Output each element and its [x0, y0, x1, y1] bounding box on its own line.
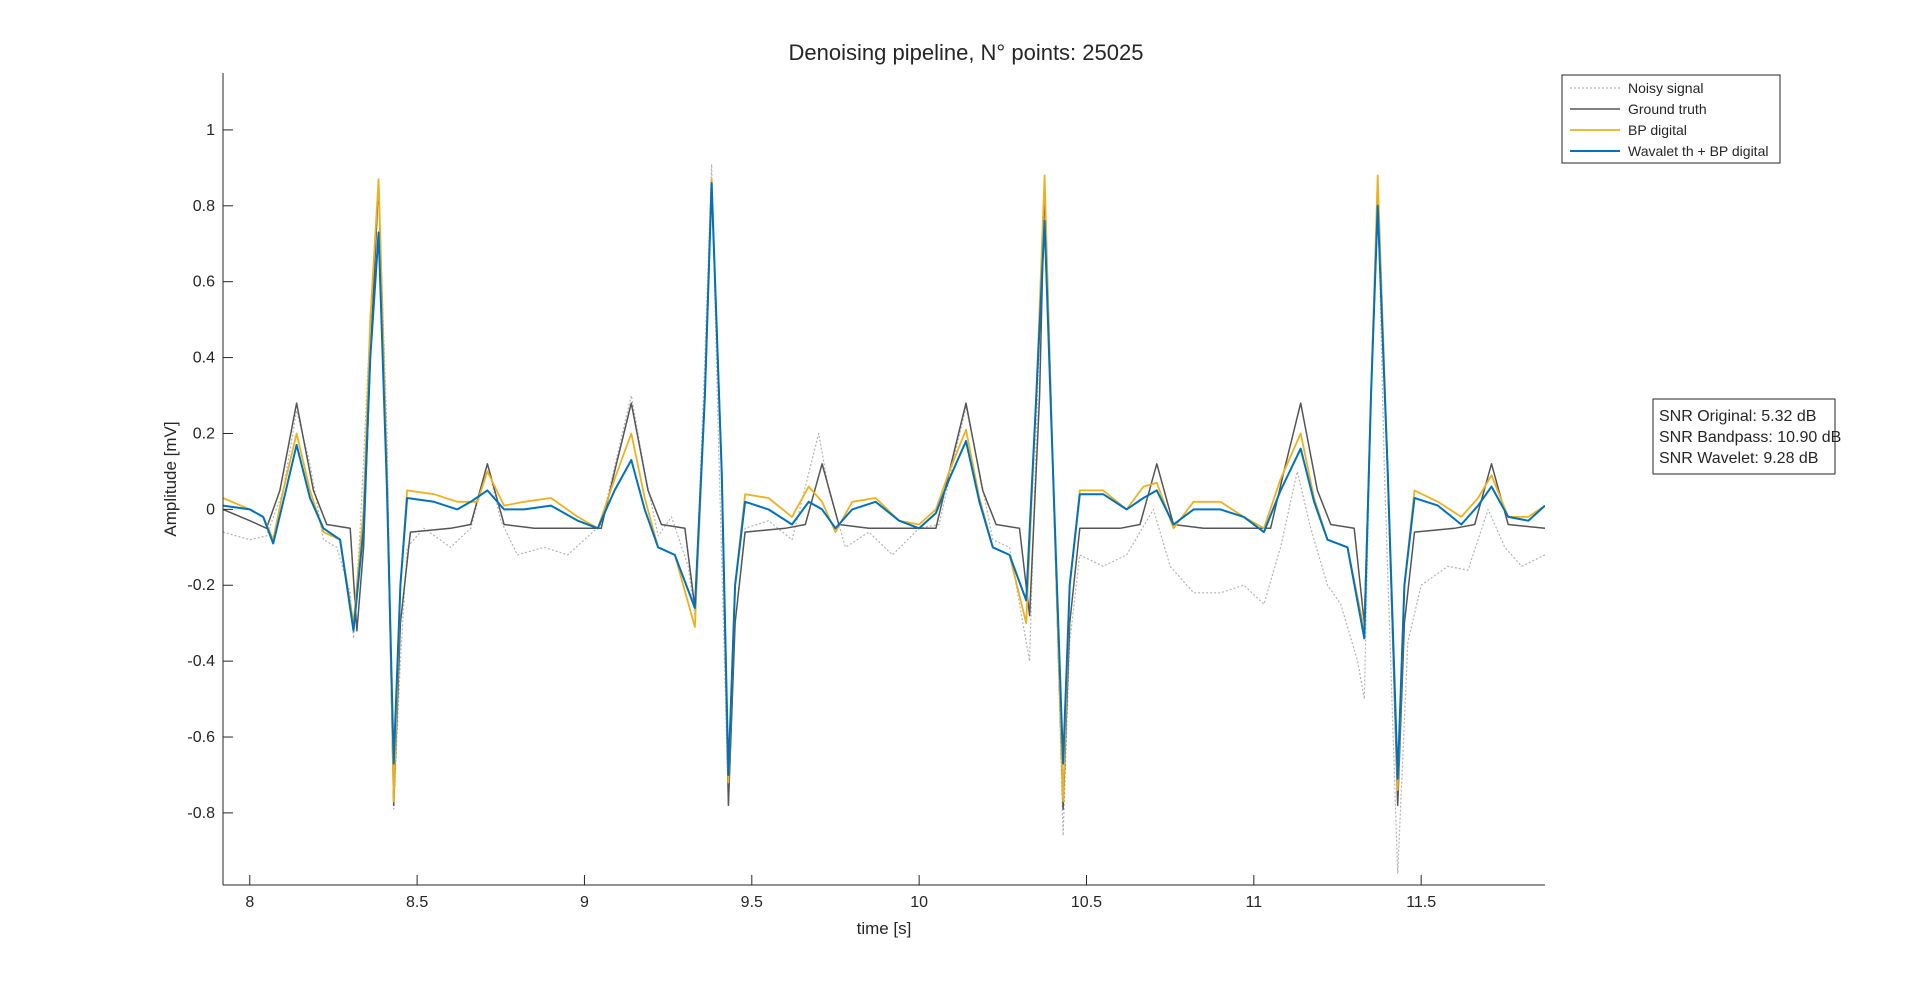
x-tick-label: 10.5: [1071, 894, 1102, 911]
legend-label: BP digital: [1628, 122, 1687, 138]
y-tick-label: 0: [206, 501, 215, 518]
legend: Noisy signal Ground truth BP digital Wavale…: [1561, 74, 1781, 164]
y-axis-label: Amplitude [mV]: [161, 421, 180, 536]
legend-items: Noisy signal Ground truth BP digital Wavale…: [1570, 80, 1768, 159]
x-tick-label: 11.5: [1406, 894, 1436, 911]
snr-bandpass-text: SNR Bandpass: 10.90 dB: [1659, 429, 1841, 446]
chart-title: Denoising pipeline, N° points: 25025: [789, 40, 1144, 65]
x-tick-label: 10: [910, 894, 928, 911]
y-tick-label: 1: [206, 122, 215, 139]
snr-wavelet-text: SNR Wavelet: 9.28 dB: [1659, 450, 1818, 467]
x-tick-label: 11: [1246, 894, 1263, 911]
x-axis-label: time [s]: [857, 919, 912, 938]
y-tick-label: -0.6: [187, 729, 215, 746]
y-ticks: -0.8 -0.6 -0.4 -0.2 0 0.2 0.4 0.6 0.8 1: [187, 122, 233, 822]
x-ticks: 8 8.5 9 9.5 10 10.5 11 11.5: [245, 875, 1436, 911]
series-layer: [223, 163, 1545, 875]
x-tick-label: 8: [245, 894, 254, 911]
legend-label: Noisy signal: [1628, 80, 1703, 96]
legend-label: Ground truth: [1628, 101, 1707, 117]
y-tick-label: 0.4: [193, 350, 215, 367]
y-tick-label: -0.4: [187, 653, 215, 670]
x-tick-label: 9: [580, 894, 589, 911]
x-tick-label: 8.5: [406, 894, 428, 911]
y-tick-label: -0.2: [187, 577, 215, 594]
noisy-signal-line: [223, 163, 1545, 875]
snr-annotation-box: [1652, 398, 1836, 475]
snr-original-text: SNR Original: 5.32 dB: [1659, 408, 1816, 425]
x-tick-label: 9.5: [741, 894, 763, 911]
wavelet-line: [223, 182, 1545, 780]
y-tick-label: 0.8: [193, 198, 215, 215]
snr-annotation: SNR Original: 5.32 dB SNR Bandpass: 10.9…: [1652, 398, 1841, 475]
axes-box: [223, 73, 1545, 885]
legend-box: [1561, 74, 1781, 164]
y-tick-label: -0.8: [187, 805, 215, 822]
y-tick-label: 0.2: [193, 425, 215, 442]
plot-area: 8 8.5 9 9.5 10 10.5 11 11.5 -0.8 -0.6 -0.4 -0.2 0 0.…: [187, 73, 1545, 911]
legend-label: Wavalet th + BP digital: [1628, 143, 1768, 159]
y-tick-label: 0.6: [193, 274, 215, 291]
